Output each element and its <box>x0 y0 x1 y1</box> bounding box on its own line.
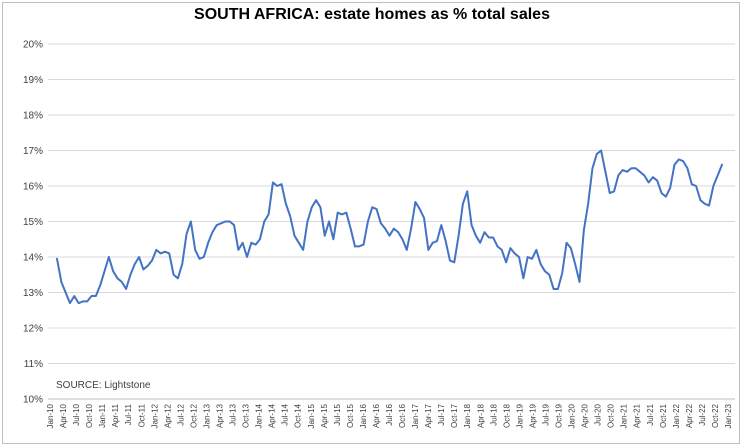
x-tick-label: Jan-11 <box>98 403 107 427</box>
x-tick-label: Jan-17 <box>411 403 420 428</box>
x-tick-label: Jan-18 <box>463 403 472 428</box>
x-tick-label: Oct-21 <box>659 403 668 428</box>
x-tick-label: Jan-13 <box>202 403 211 428</box>
y-tick-label: 11% <box>24 359 43 370</box>
x-tick-label: Jan-21 <box>620 403 629 428</box>
x-tick-label: Apr-22 <box>685 403 694 428</box>
x-tick-label: Oct-14 <box>294 403 303 428</box>
x-tick-label: Apr-14 <box>268 403 277 428</box>
series-line <box>56 149 723 305</box>
x-tick-label: Jul-15 <box>333 403 342 425</box>
x-tick-label: Oct-13 <box>242 403 251 428</box>
x-tick-label: Oct-19 <box>555 403 564 428</box>
x-tick-label: Jul-16 <box>385 403 394 425</box>
x-tick-label: Jan-10 <box>46 403 55 428</box>
x-tick-label: Jan-22 <box>672 403 681 428</box>
x-tick-label: Oct-17 <box>450 403 459 428</box>
x-tick-label: Apr-19 <box>528 403 537 428</box>
x-tick-label: Jul-21 <box>646 403 655 425</box>
x-tick-label: Jan-15 <box>307 403 316 428</box>
chart-frame <box>2 2 740 444</box>
x-tick-label: Apr-18 <box>476 403 485 428</box>
y-axis-ticks: 10% 11% 12% 13% 14% 15% 16% 17% 18% 19% 20% <box>23 40 43 406</box>
x-tick-label: Jul-17 <box>437 403 446 425</box>
x-tick-label: Jul-14 <box>281 403 290 425</box>
x-tick-label: Jan-23 <box>724 403 733 428</box>
x-tick-label: Oct-15 <box>346 403 355 428</box>
chart-title: SOUTH AFRICA: estate homes as % total sa… <box>194 6 550 23</box>
x-tick-label: Apr-15 <box>320 403 329 428</box>
x-tick-label: Oct-12 <box>189 403 198 428</box>
x-tick-label: Oct-11 <box>137 403 146 427</box>
x-tick-label: Jan-16 <box>359 403 368 428</box>
gridlines <box>48 43 735 400</box>
x-tick-label: Oct-10 <box>85 403 94 428</box>
y-tick-label: 15% <box>23 217 43 228</box>
y-tick-label: 19% <box>23 75 43 86</box>
x-tick-label: Apr-16 <box>372 403 381 428</box>
x-tick-label: Jul-20 <box>594 403 603 425</box>
x-tick-label: Jul-11 <box>124 403 133 425</box>
y-tick-label: 20% <box>23 40 43 51</box>
x-tick-label: Apr-10 <box>59 403 68 428</box>
x-tick-label: Oct-16 <box>398 403 407 428</box>
x-tick-label: Jul-12 <box>176 403 185 425</box>
y-tick-label: 12% <box>23 324 43 335</box>
x-tick-label: Apr-13 <box>216 403 225 428</box>
x-tick-label: Oct-18 <box>502 403 511 428</box>
x-tick-label: Jul-10 <box>72 403 81 425</box>
x-tick-label: Apr-11 <box>111 403 120 427</box>
x-tick-label: Jul-13 <box>229 403 238 425</box>
x-tick-label: Jan-12 <box>150 403 159 428</box>
x-tick-label: Oct-22 <box>711 403 720 428</box>
x-tick-label: Jan-20 <box>568 403 577 428</box>
x-tick-label: Apr-21 <box>633 403 642 428</box>
y-tick-label: 16% <box>23 182 43 193</box>
x-tick-label: Jul-18 <box>489 403 498 425</box>
x-tick-label: Jan-14 <box>255 403 264 428</box>
x-tick-label: Apr-20 <box>581 403 590 428</box>
y-tick-label: 10% <box>23 395 43 406</box>
y-tick-label: 13% <box>23 288 43 299</box>
y-tick-label: 18% <box>23 111 43 122</box>
y-tick-label: 14% <box>23 253 43 264</box>
x-axis-ticks: Jan-10 Apr-10 Jul-10 Oct-10 Jan-11 Apr-11 Jul-… <box>46 403 733 428</box>
x-tick-label: Jul-22 <box>698 403 707 425</box>
y-tick-label: 17% <box>23 146 43 157</box>
x-tick-label: Apr-17 <box>424 403 433 428</box>
x-tick-label: Jan-19 <box>515 403 524 428</box>
x-tick-label: Oct-20 <box>607 403 616 428</box>
source-label: SOURCE: Lightstone <box>56 380 151 391</box>
x-tick-label: Apr-12 <box>163 403 172 428</box>
x-tick-label: Jul-19 <box>541 403 550 425</box>
